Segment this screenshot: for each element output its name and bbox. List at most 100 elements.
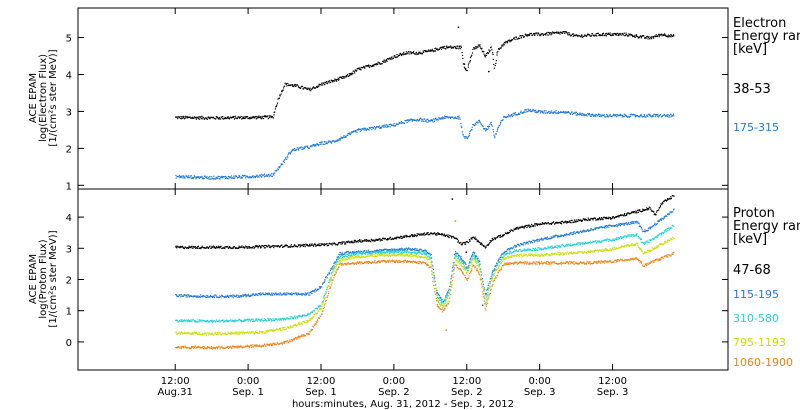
electron-data-point [545, 34, 547, 36]
electron-data-point [352, 131, 355, 133]
proton-data-point [399, 248, 401, 251]
proton-data-point [667, 198, 669, 201]
proton-data-point [340, 252, 342, 254]
proton-data-point [319, 287, 322, 289]
proton-data-point [413, 251, 415, 253]
electron-data-point [460, 122, 462, 125]
proton-data-point [655, 236, 657, 238]
proton-data-point [653, 237, 655, 239]
proton-data-point [210, 296, 212, 298]
electron-data-point [185, 115, 187, 117]
proton-data-point [277, 319, 279, 321]
proton-data-point [442, 234, 444, 236]
electron-data-point [570, 34, 572, 37]
proton-data-point [308, 292, 310, 294]
proton-data-point [438, 299, 440, 301]
electron-data-point [639, 115, 642, 117]
proton-data-point [194, 320, 196, 322]
proton-data-point [564, 220, 567, 222]
electron-data-point [544, 112, 547, 114]
electron-data-point [267, 115, 269, 117]
proton-data-point [636, 212, 638, 214]
proton-data-point [592, 241, 594, 243]
electron-data-point [606, 32, 608, 34]
proton-data-point [640, 210, 643, 213]
proton-data-point [364, 253, 366, 255]
electron-data-point [201, 175, 203, 178]
proton-data-point [346, 240, 348, 243]
electron-data-point [539, 110, 541, 112]
proton-data-point [560, 246, 562, 248]
electron-data-point [212, 116, 214, 119]
electron-data-point [419, 53, 421, 55]
proton-data-point [531, 223, 533, 226]
proton-data-point [603, 226, 605, 228]
electron-data-point [501, 119, 503, 121]
proton-data-point [321, 244, 323, 246]
proton-data-point [608, 226, 610, 228]
electron-data-point [353, 70, 355, 73]
proton-data-point [195, 320, 197, 323]
proton-data-point [191, 333, 194, 335]
proton-data-point [227, 245, 229, 248]
electron-legend-title-1: Electron [733, 16, 786, 31]
proton-data-point [533, 249, 536, 251]
proton-data-point [496, 264, 498, 266]
proton-data-point [233, 333, 235, 335]
proton-data-point [263, 245, 265, 247]
electron-data-point [449, 117, 451, 120]
proton-data-point [523, 249, 525, 251]
proton-data-point [472, 253, 474, 256]
electron-data-point [415, 51, 418, 54]
proton-data-point [408, 247, 410, 249]
electron-data-point [258, 115, 260, 117]
electron-data-point [271, 175, 273, 177]
proton-data-point [348, 252, 351, 254]
proton-data-point [208, 321, 210, 323]
electron-data-point [446, 45, 448, 47]
electron-data-point [587, 112, 589, 115]
electron-data-point [266, 116, 268, 118]
electron-data-point [287, 154, 289, 156]
proton-data-point [578, 231, 580, 233]
proton-plot-frame [77, 188, 729, 371]
proton-data-point [183, 320, 185, 322]
proton-ytick-label: 1 [66, 307, 72, 318]
proton-data-point [192, 319, 194, 321]
electron-data-point [645, 36, 647, 39]
proton-data-point [650, 208, 652, 210]
electron-data-point [338, 138, 340, 140]
proton-data-point [397, 236, 399, 238]
electron-data-point [581, 114, 583, 116]
electron-data-point [386, 60, 388, 62]
proton-data-point [660, 218, 662, 220]
electron-data-point [670, 113, 672, 115]
proton-data-point [396, 249, 398, 251]
electron-data-point [647, 36, 649, 38]
electron-data-point [588, 113, 590, 115]
proton-data-point [351, 257, 353, 259]
proton-data-point [282, 319, 285, 321]
electron-data-point [214, 178, 216, 180]
proton-data-point [396, 238, 398, 240]
electron-data-point [403, 122, 406, 124]
electron-data-point [421, 53, 423, 55]
proton-data-point [249, 331, 251, 334]
proton-data-point [648, 228, 650, 230]
proton-data-point [191, 245, 193, 247]
proton-data-point [569, 244, 571, 246]
proton-data-point [199, 296, 202, 298]
proton-data-point [187, 294, 189, 296]
proton-data-point [618, 238, 620, 240]
proton-data-point [548, 247, 550, 249]
proton-data-point [640, 238, 642, 241]
electron-data-point [342, 75, 344, 78]
proton-data-point [524, 243, 527, 245]
electron-data-point [289, 153, 291, 155]
proton-data-point [448, 288, 450, 290]
proton-data-point [242, 295, 244, 297]
proton-data-point [219, 334, 222, 336]
electron-data-point [598, 35, 600, 37]
proton-data-point [337, 257, 339, 260]
proton-data-point [525, 249, 527, 251]
